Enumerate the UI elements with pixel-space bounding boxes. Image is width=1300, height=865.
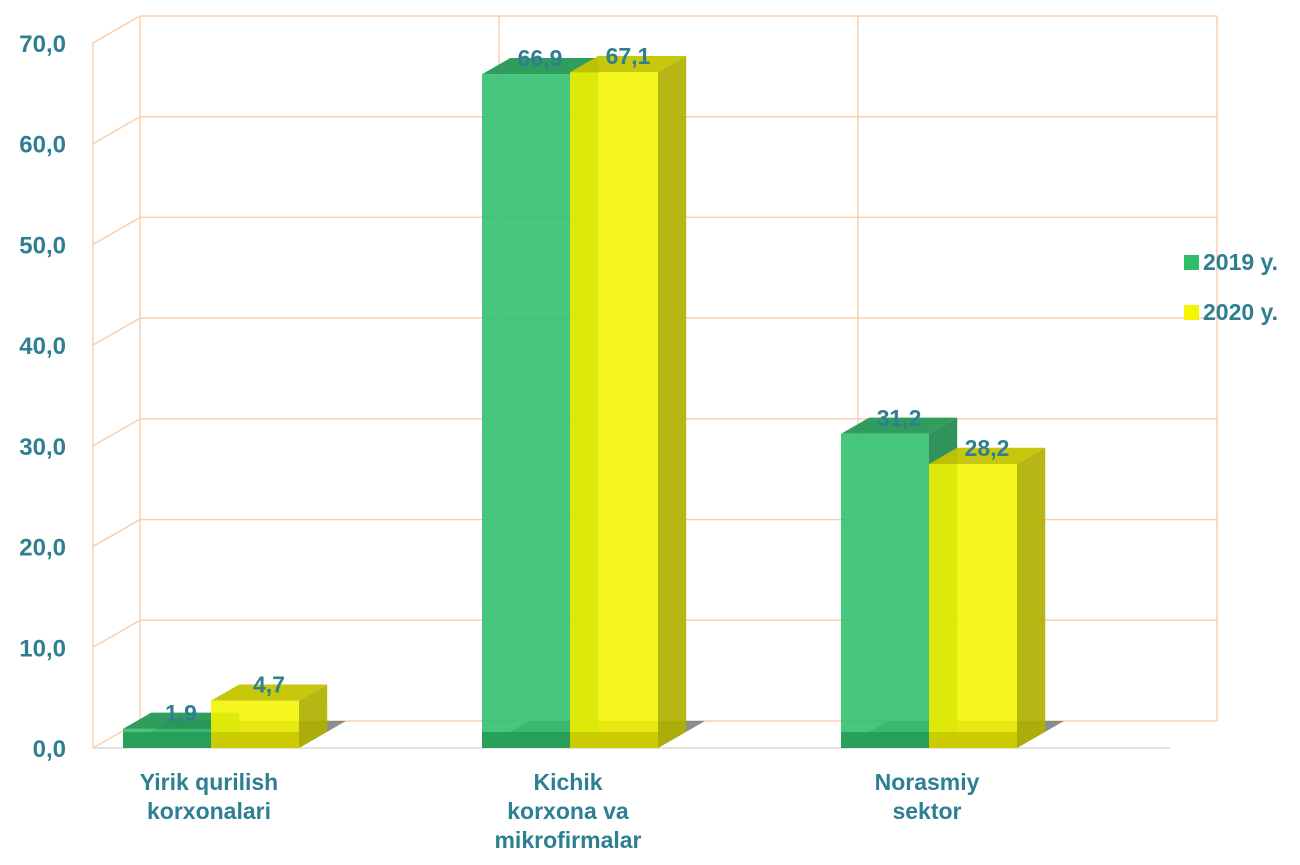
data-label: 28,2: [965, 435, 1010, 461]
data-labels: 1,9 4,7 66,9 67,1 31,2 28,2: [165, 43, 1009, 726]
bar-base: [929, 732, 1017, 748]
data-label: 67,1: [606, 43, 651, 69]
bar-base: [211, 732, 299, 748]
legend-swatch: [1184, 255, 1199, 270]
x-axis-categories: Yirik qurilish korxonalari Kichik korxona v…: [140, 769, 980, 853]
y-tick-label: 50,0: [19, 232, 66, 259]
grid-side-line: [92, 116, 141, 145]
y-tick-label: 20,0: [19, 535, 66, 562]
bar-front-face: [841, 433, 929, 748]
legend-label: 2020 y.: [1203, 299, 1278, 325]
bar-side-face: [658, 56, 687, 748]
grid-side-line: [92, 15, 141, 44]
data-label: 31,2: [877, 405, 922, 431]
grid-side-line: [92, 619, 141, 648]
y-tick-label: 30,0: [19, 434, 66, 461]
y-tick-label: 0,0: [33, 736, 66, 763]
bar-side-face: [299, 684, 328, 748]
bar: [211, 684, 328, 748]
legend-label: 2019 y.: [1203, 249, 1278, 275]
y-tick-label: 60,0: [19, 132, 66, 159]
y-tick-label: 40,0: [19, 333, 66, 360]
category-label: Yirik qurilish: [140, 769, 278, 795]
bar-base: [570, 732, 658, 748]
bar-front-face: [570, 72, 658, 748]
grid-side-line: [92, 317, 141, 346]
bar-side-face: [1017, 447, 1046, 748]
bar-top-face: [841, 417, 958, 434]
grid-side-line: [92, 418, 141, 447]
bar-top-face: [570, 56, 687, 73]
bar-top-face: [123, 712, 240, 729]
bar: [123, 712, 240, 748]
data-label: 66,9: [518, 45, 563, 71]
bar-front-face: [482, 74, 570, 748]
bar-top-face: [929, 447, 1046, 464]
bar-top-face: [482, 58, 599, 75]
bar-base: [123, 732, 211, 748]
category-label: sektor: [892, 798, 961, 824]
y-tick-label: 70,0: [19, 31, 66, 58]
bar-base: [482, 732, 570, 748]
category-label: Kichik: [533, 769, 602, 795]
legend-swatch: [1184, 305, 1199, 320]
y-axis-ticks: 0,0 10,0 20,0 30,0 40,0 50,0 60,0 70,0: [19, 31, 66, 763]
bar-top-face: [211, 684, 328, 701]
bar: [570, 56, 687, 748]
data-label: 4,7: [253, 672, 285, 698]
category-label: Norasmiy: [875, 769, 980, 795]
bar-front-face: [929, 463, 1017, 748]
chart-bars: [123, 56, 1046, 749]
category-label: korxona va: [507, 798, 629, 824]
data-label: 1,9: [165, 700, 197, 726]
grid-side-line: [92, 518, 141, 548]
bar: [929, 447, 1046, 748]
category-label: korxonalari: [147, 798, 271, 824]
bar-base: [841, 732, 929, 748]
category-label: mikrofirmalar: [494, 827, 641, 853]
grid-side-line: [92, 216, 141, 246]
y-tick-label: 10,0: [19, 635, 66, 662]
legend: 2019 y. 2020 y.: [1184, 249, 1278, 325]
